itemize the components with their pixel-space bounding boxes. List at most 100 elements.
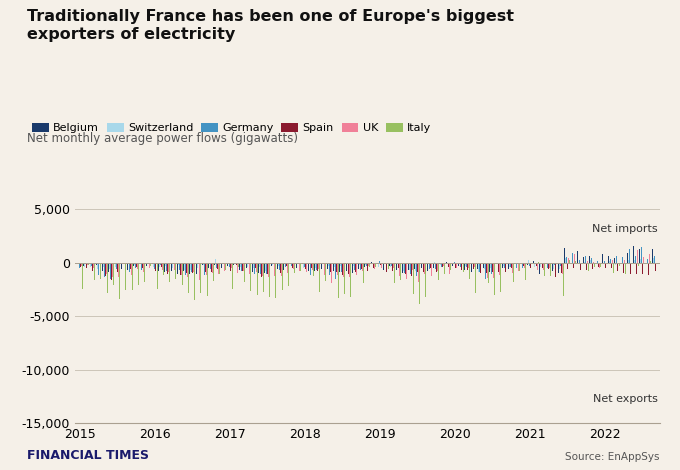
Bar: [222, 263, 224, 270]
Bar: [456, 263, 458, 293]
Bar: [538, 261, 539, 263]
Bar: [337, 263, 338, 275]
Bar: [435, 263, 436, 269]
Bar: [188, 263, 189, 293]
Bar: [437, 263, 438, 271]
Bar: [429, 263, 430, 269]
Bar: [293, 263, 294, 269]
Bar: [562, 263, 563, 274]
Bar: [647, 258, 648, 263]
Bar: [491, 263, 492, 274]
Bar: [130, 263, 131, 269]
Bar: [393, 263, 394, 268]
Bar: [221, 263, 222, 268]
Bar: [510, 263, 511, 267]
Bar: [379, 263, 381, 265]
Bar: [600, 263, 601, 267]
Bar: [241, 263, 242, 271]
Bar: [355, 263, 356, 272]
Bar: [479, 263, 481, 273]
Bar: [339, 263, 340, 272]
Bar: [239, 263, 240, 270]
Bar: [169, 263, 170, 282]
Bar: [256, 263, 258, 296]
Bar: [616, 256, 617, 263]
Bar: [298, 263, 299, 266]
Bar: [88, 263, 89, 266]
Bar: [310, 263, 311, 275]
Bar: [609, 261, 610, 263]
Bar: [618, 263, 619, 264]
Bar: [377, 263, 378, 264]
Bar: [638, 263, 639, 266]
Bar: [390, 263, 391, 267]
Bar: [287, 263, 288, 274]
Bar: [255, 263, 256, 268]
Bar: [518, 263, 519, 271]
Bar: [529, 263, 530, 266]
Bar: [92, 263, 93, 271]
Bar: [492, 263, 493, 272]
Bar: [614, 258, 615, 263]
Bar: [155, 263, 156, 271]
Bar: [412, 263, 413, 270]
Bar: [388, 263, 389, 268]
Bar: [350, 263, 352, 297]
Bar: [121, 263, 122, 268]
Bar: [216, 263, 217, 268]
Bar: [410, 263, 411, 274]
Bar: [534, 263, 535, 267]
Bar: [229, 263, 230, 267]
Bar: [402, 263, 403, 273]
Bar: [91, 263, 92, 266]
Bar: [368, 263, 369, 266]
Bar: [556, 263, 558, 284]
Bar: [206, 263, 207, 275]
Bar: [452, 263, 453, 266]
Bar: [599, 263, 600, 268]
Bar: [213, 263, 214, 281]
Bar: [118, 263, 119, 277]
Bar: [434, 262, 435, 263]
Bar: [411, 263, 412, 275]
Bar: [624, 260, 625, 263]
Bar: [653, 256, 655, 263]
Bar: [441, 263, 442, 267]
Bar: [192, 263, 193, 274]
Bar: [519, 263, 520, 271]
Bar: [484, 263, 485, 269]
Bar: [583, 257, 584, 263]
Bar: [314, 263, 316, 271]
Bar: [122, 263, 124, 273]
Bar: [308, 263, 309, 271]
Bar: [83, 263, 84, 266]
Bar: [345, 263, 347, 272]
Bar: [248, 263, 250, 270]
Bar: [496, 263, 498, 268]
Bar: [356, 263, 358, 291]
Bar: [343, 263, 344, 277]
Bar: [141, 263, 142, 270]
Bar: [316, 263, 317, 270]
Bar: [243, 263, 244, 271]
Bar: [146, 263, 147, 266]
Bar: [655, 263, 656, 271]
Bar: [87, 263, 88, 265]
Bar: [652, 249, 653, 263]
Bar: [150, 263, 151, 266]
Bar: [587, 261, 588, 263]
Bar: [158, 263, 159, 271]
Bar: [391, 263, 392, 266]
Bar: [96, 263, 97, 265]
Bar: [408, 263, 409, 270]
Bar: [333, 263, 334, 271]
Bar: [133, 263, 134, 266]
Bar: [606, 263, 607, 265]
Bar: [464, 263, 465, 270]
Bar: [212, 263, 213, 274]
Bar: [185, 263, 186, 274]
Bar: [129, 263, 130, 272]
Bar: [360, 263, 361, 270]
Bar: [573, 263, 575, 268]
Bar: [416, 263, 417, 276]
